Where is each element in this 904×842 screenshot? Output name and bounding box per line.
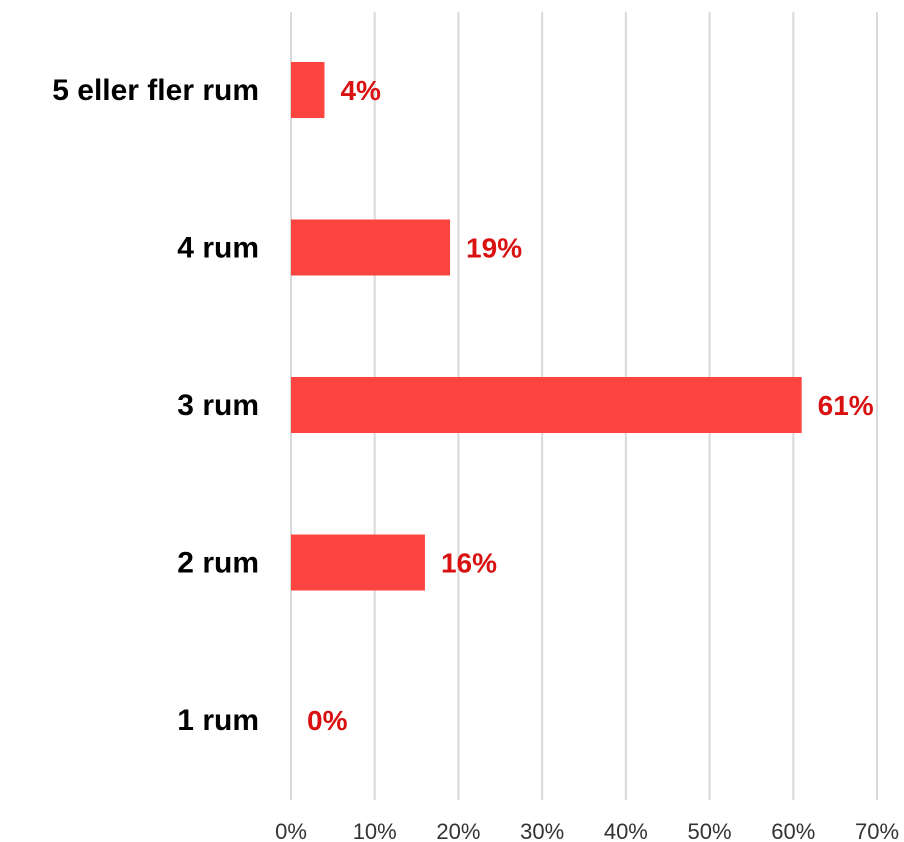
x-tick-label-7: 70% xyxy=(855,819,899,842)
x-tick-label-4: 40% xyxy=(604,819,648,842)
data-label-3: 16% xyxy=(441,548,497,579)
bar-0 xyxy=(291,62,325,118)
x-tick-label-3: 30% xyxy=(520,819,564,842)
x-axis-tick-labels: 0% 10% 20% 30% 40% 50% 60% 70% xyxy=(275,819,899,842)
data-label-4: 0% xyxy=(307,705,348,736)
data-label-2: 61% xyxy=(818,390,874,421)
category-label-4: 1 rum xyxy=(177,704,259,737)
x-tick-label-5: 50% xyxy=(688,819,732,842)
data-label-0: 4% xyxy=(340,75,381,106)
category-label-1: 4 rum xyxy=(177,232,259,265)
x-tick-label-1: 10% xyxy=(353,819,397,842)
category-label-0: 5 eller fler rum xyxy=(52,74,259,107)
data-label-1: 19% xyxy=(466,233,522,264)
category-label-2: 3 rum xyxy=(177,389,259,422)
x-tick-label-0: 0% xyxy=(275,819,307,842)
bars xyxy=(291,62,802,591)
category-labels: 5 eller fler rum 4 rum 3 rum 2 rum 1 rum xyxy=(52,74,259,737)
bar-3 xyxy=(291,534,425,591)
data-labels: 4% 19% 61% 16% 0% xyxy=(307,75,874,736)
bar-1 xyxy=(291,219,451,276)
category-label-3: 2 rum xyxy=(177,547,259,580)
x-tick-label-2: 20% xyxy=(436,819,480,842)
bar-2 xyxy=(291,377,802,433)
x-tick-label-6: 60% xyxy=(771,819,815,842)
